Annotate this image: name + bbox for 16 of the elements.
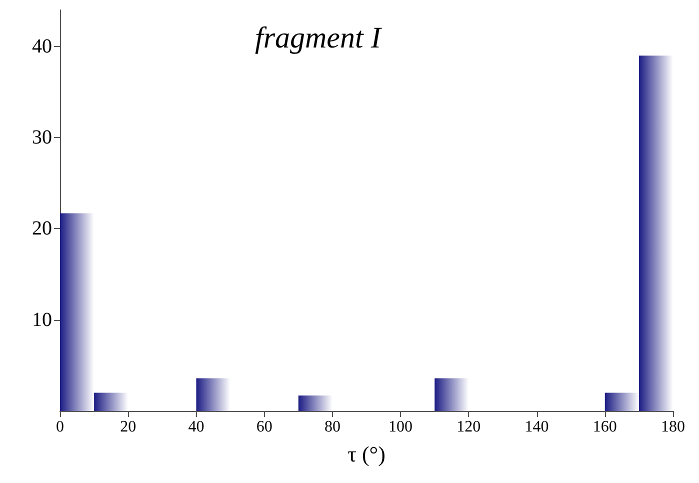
- x-tick-label: 80: [324, 418, 340, 436]
- x-tick-label: 40: [188, 418, 204, 436]
- chart-title: fragment I: [255, 22, 383, 54]
- x-tick-label: 140: [524, 418, 549, 436]
- x-tick-label: 0: [56, 418, 64, 436]
- x-tick-label: 160: [592, 418, 617, 436]
- x-tick-label: 180: [661, 418, 685, 436]
- x-tick-label: 100: [388, 418, 413, 436]
- x-tick-label: 60: [256, 418, 272, 436]
- y-tick-label: 10: [32, 308, 52, 331]
- y-tick-label: 30: [32, 126, 52, 149]
- x-axis-title: τ (°): [348, 442, 386, 466]
- y-tick-label: 20: [32, 218, 52, 240]
- y-tick-label: 40: [32, 35, 52, 58]
- x-tick-label: 120: [456, 418, 481, 436]
- x-tick-label: 20: [120, 418, 136, 436]
